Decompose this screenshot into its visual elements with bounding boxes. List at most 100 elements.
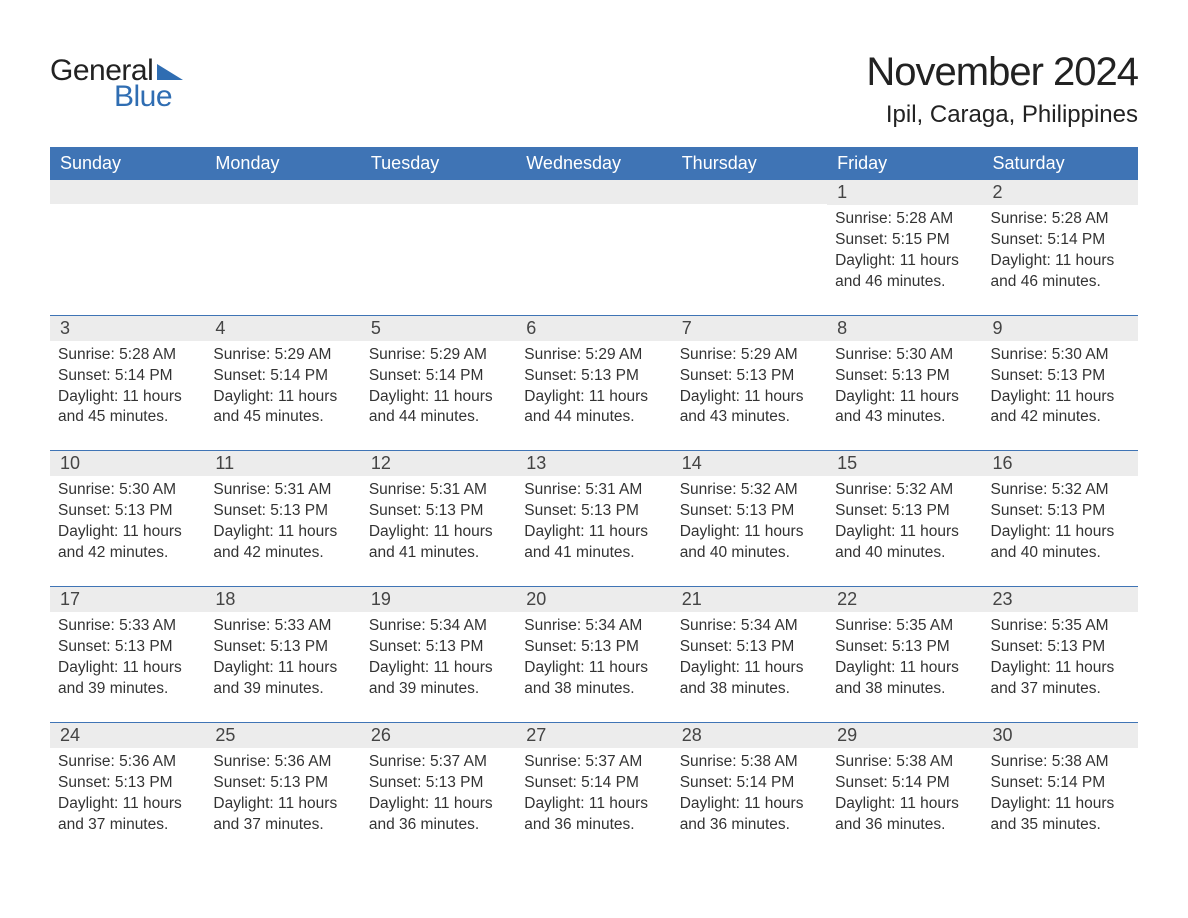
logo-text-blue: Blue bbox=[114, 80, 172, 114]
sunset-line: Sunset: 5:13 PM bbox=[213, 501, 352, 522]
day-cell: 12Sunrise: 5:31 AMSunset: 5:13 PMDayligh… bbox=[361, 451, 516, 587]
day-number: 1 bbox=[827, 180, 982, 205]
daylight-line: Daylight: 11 hours and 35 minutes. bbox=[991, 794, 1130, 836]
daylight-line: Daylight: 11 hours and 39 minutes. bbox=[369, 658, 508, 700]
dow-header: Wednesday bbox=[516, 147, 671, 180]
week-row: 24Sunrise: 5:36 AMSunset: 5:13 PMDayligh… bbox=[50, 722, 1138, 857]
day-number: 6 bbox=[516, 316, 671, 341]
sunset-line: Sunset: 5:14 PM bbox=[369, 366, 508, 387]
day-cell: 14Sunrise: 5:32 AMSunset: 5:13 PMDayligh… bbox=[672, 451, 827, 587]
daylight-line: Daylight: 11 hours and 45 minutes. bbox=[58, 387, 197, 429]
day-cell: 26Sunrise: 5:37 AMSunset: 5:13 PMDayligh… bbox=[361, 722, 516, 857]
day-cell: 8 Sunrise: 5:30 AMSunset: 5:13 PMDaylight… bbox=[827, 315, 982, 451]
day-cell: 30 Sunrise: 5:38 AMSunset: 5:14 PMDayligh… bbox=[983, 722, 1138, 857]
dow-header: Thursday bbox=[672, 147, 827, 180]
daylight-line: Daylight: 11 hours and 36 minutes. bbox=[835, 794, 974, 836]
day-cell: 27Sunrise: 5:37 AMSunset: 5:14 PMDayligh… bbox=[516, 722, 671, 857]
day-body: Sunrise: 5:36 AMSunset: 5:13 PMDaylight:… bbox=[58, 752, 197, 836]
sunset-line: Sunset: 5:13 PM bbox=[369, 501, 508, 522]
sunrise-line: Sunrise: 5:36 AM bbox=[58, 752, 197, 773]
day-cell: 16Sunrise: 5:32 AMSunset: 5:13 PMDayligh… bbox=[983, 451, 1138, 587]
sunrise-line: Sunrise: 5:30 AM bbox=[835, 345, 974, 366]
day-body: Sunrise: 5:29 AMSunset: 5:14 PMDaylight:… bbox=[213, 345, 352, 429]
day-cell: 23Sunrise: 5:35 AMSunset: 5:13 PMDayligh… bbox=[983, 587, 1138, 723]
daylight-line: Daylight: 11 hours and 43 minutes. bbox=[680, 387, 819, 429]
day-cell: 2Sunrise: 5:28 AMSunset: 5:14 PMDaylight… bbox=[983, 180, 1138, 315]
sunrise-line: Sunrise: 5:37 AM bbox=[524, 752, 663, 773]
sunset-line: Sunset: 5:14 PM bbox=[991, 773, 1130, 794]
day-body: Sunrise: 5:34 AMSunset: 5:13 PMDaylight:… bbox=[369, 616, 508, 700]
dow-header: Monday bbox=[205, 147, 360, 180]
daylight-line: Daylight: 11 hours and 39 minutes. bbox=[213, 658, 352, 700]
day-cell: 7Sunrise: 5:29 AMSunset: 5:13 PMDaylight… bbox=[672, 315, 827, 451]
sunrise-line: Sunrise: 5:37 AM bbox=[369, 752, 508, 773]
day-number: 17 bbox=[50, 587, 205, 612]
day-number: 25 bbox=[205, 723, 360, 748]
daylight-line: Daylight: 11 hours and 44 minutes. bbox=[369, 387, 508, 429]
sunrise-line: Sunrise: 5:28 AM bbox=[835, 209, 974, 230]
sunset-line: Sunset: 5:13 PM bbox=[680, 366, 819, 387]
sunset-line: Sunset: 5:14 PM bbox=[680, 773, 819, 794]
day-number: 19 bbox=[361, 587, 516, 612]
sunset-line: Sunset: 5:14 PM bbox=[524, 773, 663, 794]
sunrise-line: Sunrise: 5:35 AM bbox=[835, 616, 974, 637]
week-row: 10Sunrise: 5:30 AMSunset: 5:13 PMDayligh… bbox=[50, 451, 1138, 587]
day-body: Sunrise: 5:29 AMSunset: 5:13 PMDaylight:… bbox=[524, 345, 663, 429]
day-body: Sunrise: 5:28 AMSunset: 5:14 PMDaylight:… bbox=[58, 345, 197, 429]
dow-header: Tuesday bbox=[361, 147, 516, 180]
sunset-line: Sunset: 5:14 PM bbox=[991, 230, 1130, 251]
daylight-line: Daylight: 11 hours and 40 minutes. bbox=[991, 522, 1130, 564]
sunset-line: Sunset: 5:13 PM bbox=[58, 637, 197, 658]
day-body: Sunrise: 5:30 AMSunset: 5:13 PMDaylight:… bbox=[835, 345, 974, 429]
day-number: 27 bbox=[516, 723, 671, 748]
empty-day-band bbox=[516, 180, 671, 204]
sunrise-line: Sunrise: 5:38 AM bbox=[991, 752, 1130, 773]
day-body: Sunrise: 5:33 AMSunset: 5:13 PMDaylight:… bbox=[213, 616, 352, 700]
daylight-line: Daylight: 11 hours and 39 minutes. bbox=[58, 658, 197, 700]
sunset-line: Sunset: 5:13 PM bbox=[524, 366, 663, 387]
day-body: Sunrise: 5:31 AMSunset: 5:13 PMDaylight:… bbox=[524, 480, 663, 564]
day-cell bbox=[50, 180, 205, 315]
week-row: 1Sunrise: 5:28 AMSunset: 5:15 PMDaylight… bbox=[50, 180, 1138, 315]
days-of-week-row: SundayMondayTuesdayWednesdayThursdayFrid… bbox=[50, 147, 1138, 180]
day-number: 7 bbox=[672, 316, 827, 341]
sunset-line: Sunset: 5:13 PM bbox=[835, 501, 974, 522]
day-number: 28 bbox=[672, 723, 827, 748]
day-number: 29 bbox=[827, 723, 982, 748]
day-cell: 25Sunrise: 5:36 AMSunset: 5:13 PMDayligh… bbox=[205, 722, 360, 857]
day-number: 18 bbox=[205, 587, 360, 612]
day-cell: 13Sunrise: 5:31 AMSunset: 5:13 PMDayligh… bbox=[516, 451, 671, 587]
sunrise-line: Sunrise: 5:31 AM bbox=[213, 480, 352, 501]
day-cell: 11Sunrise: 5:31 AMSunset: 5:13 PMDayligh… bbox=[205, 451, 360, 587]
page-title: November 2024 bbox=[866, 50, 1138, 95]
sunset-line: Sunset: 5:13 PM bbox=[58, 501, 197, 522]
sunrise-line: Sunrise: 5:38 AM bbox=[835, 752, 974, 773]
day-cell: 15Sunrise: 5:32 AMSunset: 5:13 PMDayligh… bbox=[827, 451, 982, 587]
day-cell: 9Sunrise: 5:30 AMSunset: 5:13 PMDaylight… bbox=[983, 315, 1138, 451]
sunrise-line: Sunrise: 5:34 AM bbox=[524, 616, 663, 637]
sunrise-line: Sunrise: 5:32 AM bbox=[680, 480, 819, 501]
sunrise-line: Sunrise: 5:33 AM bbox=[213, 616, 352, 637]
day-cell: 28Sunrise: 5:38 AMSunset: 5:14 PMDayligh… bbox=[672, 722, 827, 857]
sunset-line: Sunset: 5:13 PM bbox=[991, 366, 1130, 387]
sunrise-line: Sunrise: 5:29 AM bbox=[524, 345, 663, 366]
day-cell: 6 Sunrise: 5:29 AMSunset: 5:13 PMDaylight… bbox=[516, 315, 671, 451]
day-number: 30 bbox=[983, 723, 1138, 748]
daylight-line: Daylight: 11 hours and 43 minutes. bbox=[835, 387, 974, 429]
day-cell bbox=[672, 180, 827, 315]
sunset-line: Sunset: 5:13 PM bbox=[524, 637, 663, 658]
day-number: 8 bbox=[827, 316, 982, 341]
day-cell bbox=[205, 180, 360, 315]
empty-day-band bbox=[205, 180, 360, 204]
day-body: Sunrise: 5:35 AMSunset: 5:13 PMDaylight:… bbox=[991, 616, 1130, 700]
location-text: Ipil, Caraga, Philippines bbox=[866, 101, 1138, 129]
daylight-line: Daylight: 11 hours and 41 minutes. bbox=[369, 522, 508, 564]
day-cell: 17Sunrise: 5:33 AMSunset: 5:13 PMDayligh… bbox=[50, 587, 205, 723]
logo-triangle-icon bbox=[157, 62, 183, 80]
daylight-line: Daylight: 11 hours and 42 minutes. bbox=[58, 522, 197, 564]
daylight-line: Daylight: 11 hours and 36 minutes. bbox=[680, 794, 819, 836]
day-number: 5 bbox=[361, 316, 516, 341]
day-cell: 4Sunrise: 5:29 AMSunset: 5:14 PMDaylight… bbox=[205, 315, 360, 451]
sunset-line: Sunset: 5:13 PM bbox=[680, 637, 819, 658]
day-number: 26 bbox=[361, 723, 516, 748]
